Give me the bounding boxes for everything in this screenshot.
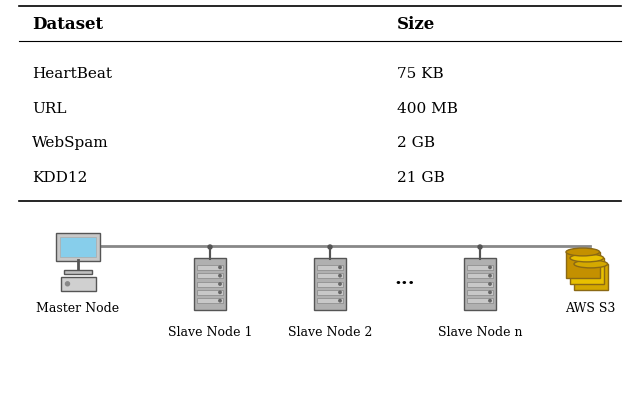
Text: Size: Size [397, 16, 435, 33]
Text: Slave Node n: Slave Node n [438, 326, 522, 339]
Text: HeartBeat: HeartBeat [32, 67, 112, 81]
Text: Dataset: Dataset [32, 16, 103, 33]
FancyBboxPatch shape [317, 298, 343, 303]
Circle shape [489, 291, 492, 294]
FancyBboxPatch shape [317, 281, 343, 286]
Text: URL: URL [32, 102, 67, 115]
FancyBboxPatch shape [467, 290, 493, 295]
FancyBboxPatch shape [467, 265, 493, 270]
Circle shape [219, 299, 221, 302]
Circle shape [339, 291, 341, 294]
FancyBboxPatch shape [197, 281, 223, 286]
Text: 75 KB: 75 KB [397, 67, 444, 81]
Text: 400 MB: 400 MB [397, 102, 458, 115]
FancyBboxPatch shape [61, 277, 95, 291]
FancyBboxPatch shape [197, 298, 223, 303]
FancyBboxPatch shape [60, 237, 95, 257]
FancyBboxPatch shape [574, 264, 607, 290]
Circle shape [328, 245, 332, 249]
Circle shape [339, 266, 341, 269]
FancyBboxPatch shape [317, 265, 343, 270]
Text: ...: ... [395, 270, 415, 288]
Circle shape [65, 282, 70, 286]
FancyBboxPatch shape [467, 273, 493, 278]
FancyBboxPatch shape [194, 258, 226, 310]
FancyBboxPatch shape [63, 270, 92, 274]
FancyBboxPatch shape [56, 233, 100, 261]
Circle shape [339, 275, 341, 277]
Text: AWS S3: AWS S3 [565, 302, 615, 315]
Text: Slave Node 1: Slave Node 1 [168, 326, 252, 339]
FancyBboxPatch shape [570, 258, 604, 284]
Circle shape [339, 299, 341, 302]
Ellipse shape [570, 254, 604, 262]
Text: 2 GB: 2 GB [397, 136, 435, 151]
FancyBboxPatch shape [197, 290, 223, 295]
Circle shape [219, 291, 221, 294]
Circle shape [219, 266, 221, 269]
Circle shape [478, 245, 482, 249]
FancyBboxPatch shape [197, 273, 223, 278]
Text: KDD12: KDD12 [32, 171, 88, 185]
FancyBboxPatch shape [317, 273, 343, 278]
Circle shape [489, 299, 492, 302]
Circle shape [489, 275, 492, 277]
Text: Master Node: Master Node [36, 302, 120, 315]
Circle shape [208, 245, 212, 249]
FancyBboxPatch shape [197, 265, 223, 270]
FancyBboxPatch shape [566, 252, 600, 278]
FancyBboxPatch shape [314, 258, 346, 310]
Text: 21 GB: 21 GB [397, 171, 445, 185]
Circle shape [219, 283, 221, 285]
Ellipse shape [566, 248, 600, 256]
Text: WebSpam: WebSpam [32, 136, 109, 151]
Text: Slave Node 2: Slave Node 2 [288, 326, 372, 339]
FancyBboxPatch shape [464, 258, 496, 310]
FancyBboxPatch shape [467, 298, 493, 303]
FancyBboxPatch shape [317, 290, 343, 295]
Circle shape [219, 275, 221, 277]
Circle shape [339, 283, 341, 285]
FancyBboxPatch shape [467, 281, 493, 286]
Ellipse shape [574, 260, 607, 268]
Circle shape [489, 283, 492, 285]
Circle shape [489, 266, 492, 269]
